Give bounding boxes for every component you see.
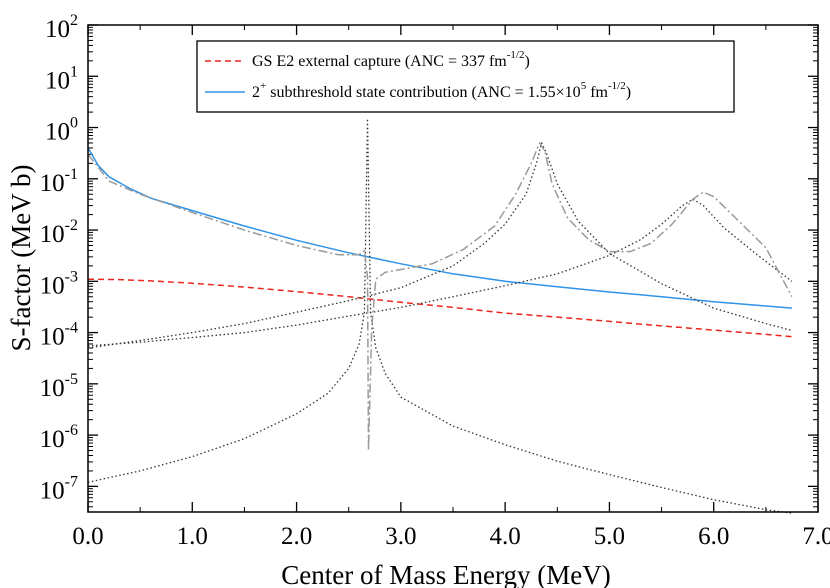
x-tick-label: 3.0: [385, 523, 416, 550]
y-tick-labels: 102 101 100 10-1 10-2 10-3 10-4 10-5 10-6 10-7: [40, 12, 78, 504]
y-tick-label: 10-4: [40, 320, 78, 351]
legend-label-0: GS E2 external capture (ANC = 337 fm-1/2…: [252, 49, 530, 70]
series-line-3: [87, 142, 793, 349]
series-line-2: [87, 117, 792, 514]
legend-box: [196, 40, 735, 113]
y-tick-label: 10-3: [40, 268, 78, 299]
x-tick-labels: 0.0 1.0 2.0 3.0 4.0 5.0 6.0 7.0: [72, 523, 830, 550]
x-tick-label: 7.0: [802, 523, 830, 550]
y-tick-label: 10-7: [40, 473, 78, 504]
y-tick-label: 10-2: [40, 217, 78, 248]
x-tick-label: 1.0: [177, 523, 208, 550]
x-tick-label: 5.0: [594, 523, 625, 550]
series-line-4: [87, 198, 793, 347]
x-axis-title: Center of Mass Energy (MeV): [281, 560, 610, 588]
y-tick-label: 100: [45, 115, 78, 146]
series-line-1: [87, 147, 792, 309]
y-tick-label: 10-1: [40, 166, 78, 197]
y-tick-label: 101: [45, 63, 78, 94]
x-tick-label: 4.0: [490, 523, 521, 550]
y-tick-label: 10-5: [40, 371, 78, 402]
x-tick-label: 2.0: [281, 523, 312, 550]
legend: GS E2 external capture (ANC = 337 fm-1/2…: [196, 40, 735, 113]
legend-label-1: 2+ subthreshold state contribution (ANC …: [252, 80, 631, 101]
y-tick-label: 102: [45, 12, 78, 43]
series-line-0: [87, 278, 792, 338]
x-tick-label: 6.0: [698, 523, 729, 550]
plot-frame: [87, 24, 819, 513]
x-tick-label: 0.0: [72, 523, 103, 550]
series-line-5: [87, 142, 793, 452]
series-layer: [87, 117, 793, 514]
y-tick-label: 10-6: [40, 422, 78, 453]
y-axis-ticks: [88, 24, 818, 508]
y-axis-title: S-factor (MeV b): [6, 165, 36, 352]
